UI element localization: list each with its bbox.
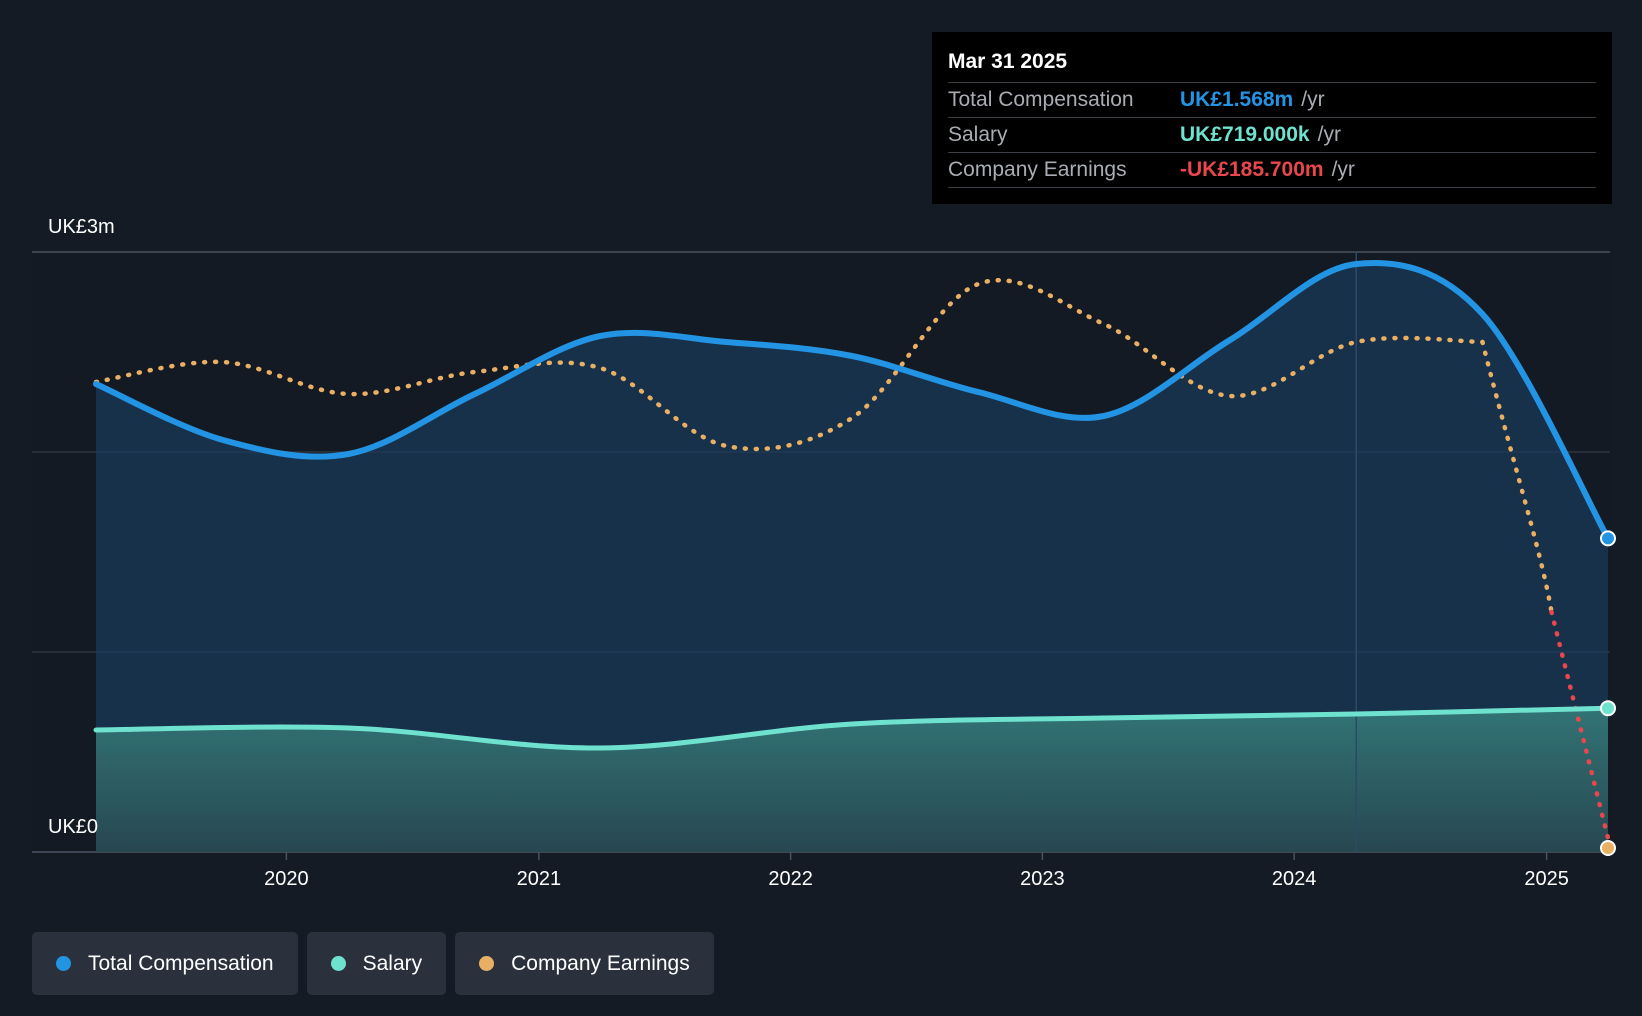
tooltip-unit: /yr — [1301, 88, 1325, 111]
legend-dot-icon — [56, 956, 71, 971]
data-tooltip: Mar 31 2025 Total Compensation UK£1.568m… — [932, 32, 1612, 204]
tooltip-value: UK£719.000k — [1180, 123, 1310, 146]
legend-label: Company Earnings — [511, 951, 690, 975]
total-compensation-line — [93, 260, 1611, 542]
legend-label: Total Compensation — [88, 951, 274, 975]
salary-area — [96, 708, 1608, 852]
legend-item-total-compensation[interactable]: Total Compensation — [32, 932, 298, 995]
legend-dot-icon — [330, 956, 346, 971]
x-tick-label: 2025 — [1524, 868, 1569, 890]
x-tick-label: 2024 — [1272, 868, 1317, 890]
tooltip-label: Company Earnings — [948, 158, 1127, 181]
tooltip-value: -UK£185.700m — [1180, 158, 1324, 181]
tooltip-row-total-compensation: Total Compensation UK£1.568m /yr — [948, 83, 1596, 118]
tooltip-row-company-earnings: Company Earnings -UK£185.700m /yr — [948, 153, 1596, 188]
chart-legend: Total Compensation Salary Company Earnin… — [32, 932, 714, 995]
x-tick-label: 2020 — [264, 868, 309, 890]
total-compensation-area — [96, 263, 1608, 853]
company-earnings-line — [93, 278, 1485, 452]
tooltip-unit: /yr — [1331, 158, 1355, 181]
tooltip-label: Total Compensation — [948, 88, 1134, 111]
x-tick-label: 2022 — [768, 868, 813, 890]
salary-line — [93, 705, 1611, 751]
legend-label: Salary — [362, 951, 423, 975]
company-earnings-line-drop — [1480, 339, 1554, 615]
tooltip-row-salary: Salary UK£719.000k /yr — [948, 118, 1596, 153]
x-tick-label: 2023 — [1020, 868, 1065, 890]
y-axis-bottom-label: UK£0 — [48, 816, 99, 838]
salary-point — [1600, 700, 1616, 717]
tooltip-date: Mar 31 2025 — [948, 46, 1596, 83]
company-earnings-point — [1600, 840, 1616, 856]
legend-item-company-earnings[interactable]: Company Earnings — [455, 932, 714, 995]
tooltip-unit: /yr — [1317, 123, 1341, 146]
tooltip-value: UK£1.568m — [1180, 88, 1294, 111]
y-axis-top-label: UK£3m — [48, 216, 115, 238]
tooltip-label: Salary — [948, 123, 1008, 146]
legend-dot-icon — [479, 956, 495, 971]
x-tick-label: 2021 — [517, 868, 562, 890]
total-compensation-point — [1600, 530, 1616, 547]
legend-item-salary[interactable]: Salary — [306, 932, 447, 995]
